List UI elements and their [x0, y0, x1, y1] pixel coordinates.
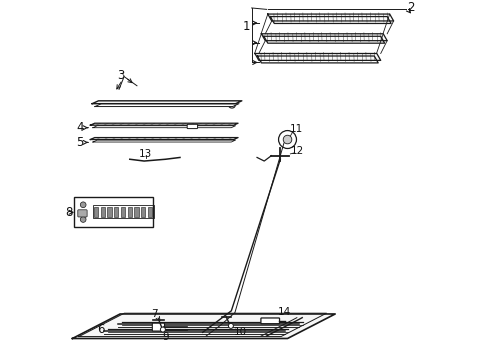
FancyBboxPatch shape	[187, 124, 197, 129]
Circle shape	[278, 131, 296, 148]
Bar	[127, 207, 132, 217]
Bar	[141, 207, 145, 217]
Text: 12: 12	[290, 147, 304, 156]
Bar	[121, 207, 125, 217]
Bar	[107, 207, 111, 217]
Text: 13: 13	[139, 149, 152, 159]
Polygon shape	[90, 123, 238, 125]
Bar	[134, 207, 138, 217]
Text: 9: 9	[162, 332, 169, 342]
Polygon shape	[254, 54, 380, 60]
Polygon shape	[72, 314, 334, 338]
Text: 6: 6	[97, 323, 104, 336]
FancyBboxPatch shape	[261, 318, 279, 324]
Polygon shape	[92, 101, 242, 104]
Text: 4: 4	[77, 121, 84, 134]
Bar	[101, 207, 105, 217]
Circle shape	[80, 202, 86, 208]
Bar	[94, 207, 98, 217]
Text: 5: 5	[77, 136, 84, 149]
FancyBboxPatch shape	[74, 197, 153, 228]
Circle shape	[228, 323, 233, 328]
Text: 1: 1	[242, 20, 249, 33]
Circle shape	[160, 327, 165, 332]
Text: 10: 10	[234, 327, 246, 337]
Bar	[147, 207, 152, 217]
Circle shape	[80, 217, 86, 222]
Text: 14: 14	[278, 307, 291, 317]
FancyBboxPatch shape	[78, 210, 87, 217]
Text: 2: 2	[407, 1, 414, 14]
Text: 3: 3	[117, 68, 124, 81]
Polygon shape	[267, 14, 393, 21]
Text: 11: 11	[289, 124, 303, 134]
Polygon shape	[261, 34, 386, 41]
Text: 7: 7	[151, 309, 158, 319]
FancyBboxPatch shape	[152, 323, 164, 331]
Polygon shape	[90, 138, 238, 140]
Bar	[93, 206, 154, 219]
Circle shape	[283, 135, 291, 144]
Bar	[114, 207, 118, 217]
Text: 8: 8	[65, 206, 72, 219]
